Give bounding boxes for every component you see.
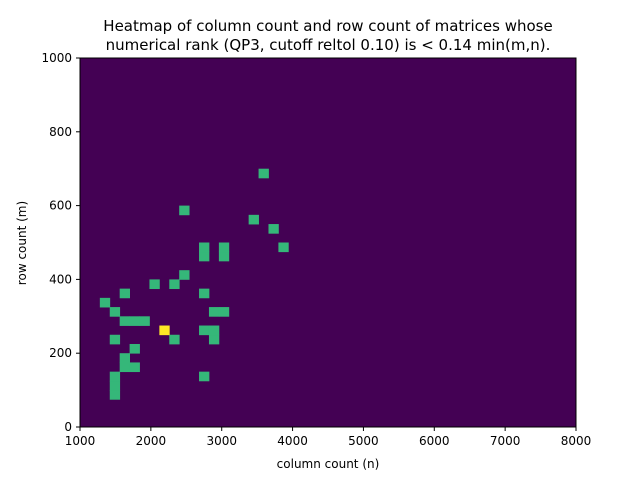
heatmap-cell [179, 205, 190, 216]
heatmap-cell [119, 288, 130, 299]
x-tick-label: 7000 [490, 434, 521, 448]
heatmap-cell [109, 380, 121, 391]
heatmap-cell [218, 251, 230, 262]
y-axis-label: row count (m) [15, 201, 29, 285]
heatmap-cell [218, 307, 230, 317]
heatmap-cell [99, 297, 111, 308]
heatmap-cell [119, 316, 130, 326]
chart-title-line-1: Heatmap of column count and row count of… [103, 17, 552, 35]
x-axis-label: column count (n) [277, 457, 380, 471]
heatmap-cell [129, 362, 140, 373]
chart-title-line-2: numerical rank (QP3, cutoff reltol 0.10)… [106, 36, 551, 54]
x-tick-label: 5000 [348, 434, 379, 448]
heatmap-cell [169, 279, 180, 290]
heatmap-cell [199, 251, 210, 262]
heatmap-cell [268, 224, 279, 234]
heatmap-cell [119, 353, 130, 363]
heatmap-cell [199, 371, 210, 382]
heatmap-cell [208, 334, 220, 345]
plot-frame [79, 57, 577, 428]
y-tick-label: 0 [64, 420, 72, 434]
y-tick-label: 600 [49, 199, 72, 213]
heatmap-cell [199, 242, 210, 253]
heatmap-cell [278, 242, 289, 253]
heatmap-cell [218, 242, 230, 253]
heatmap-cell [258, 168, 269, 179]
x-tick-label: 2000 [136, 434, 167, 448]
heatmap-cell [199, 288, 210, 299]
heatmap-cell [109, 307, 121, 317]
y-tick-label: 1000 [41, 51, 72, 65]
heatmap-cell [248, 214, 259, 225]
heatmap-cell [139, 316, 150, 326]
heatmap-cell [159, 325, 170, 336]
plot-area [80, 58, 576, 427]
heatmap-cell [169, 334, 180, 345]
x-tick-label: 8000 [561, 434, 592, 448]
x-tick-label: 3000 [206, 434, 237, 448]
y-axis-ticks: 0 200 400 600 800 1000 [41, 51, 80, 434]
x-axis-ticks: 1000 2000 3000 4000 5000 6000 7000 8000 [65, 427, 592, 448]
heatmap-cell [179, 270, 190, 280]
heatmap-cell [149, 279, 160, 290]
y-tick-label: 800 [49, 125, 72, 139]
heatmap-cell [109, 371, 121, 382]
heatmap-cell [199, 325, 210, 336]
heatmap-cell [109, 390, 121, 400]
heatmap-cell [119, 362, 130, 373]
heatmap-cell [109, 334, 121, 345]
x-tick-label: 6000 [419, 434, 450, 448]
x-tick-label: 4000 [277, 434, 308, 448]
heatmap-cell [129, 343, 140, 354]
heatmap-cell [208, 307, 220, 317]
x-tick-label: 1000 [65, 434, 96, 448]
y-tick-label: 400 [49, 272, 72, 286]
heatmap-cell [208, 325, 220, 336]
y-tick-label: 200 [49, 346, 72, 360]
heatmap-cell [129, 316, 140, 326]
heatmap-cells [99, 168, 289, 400]
